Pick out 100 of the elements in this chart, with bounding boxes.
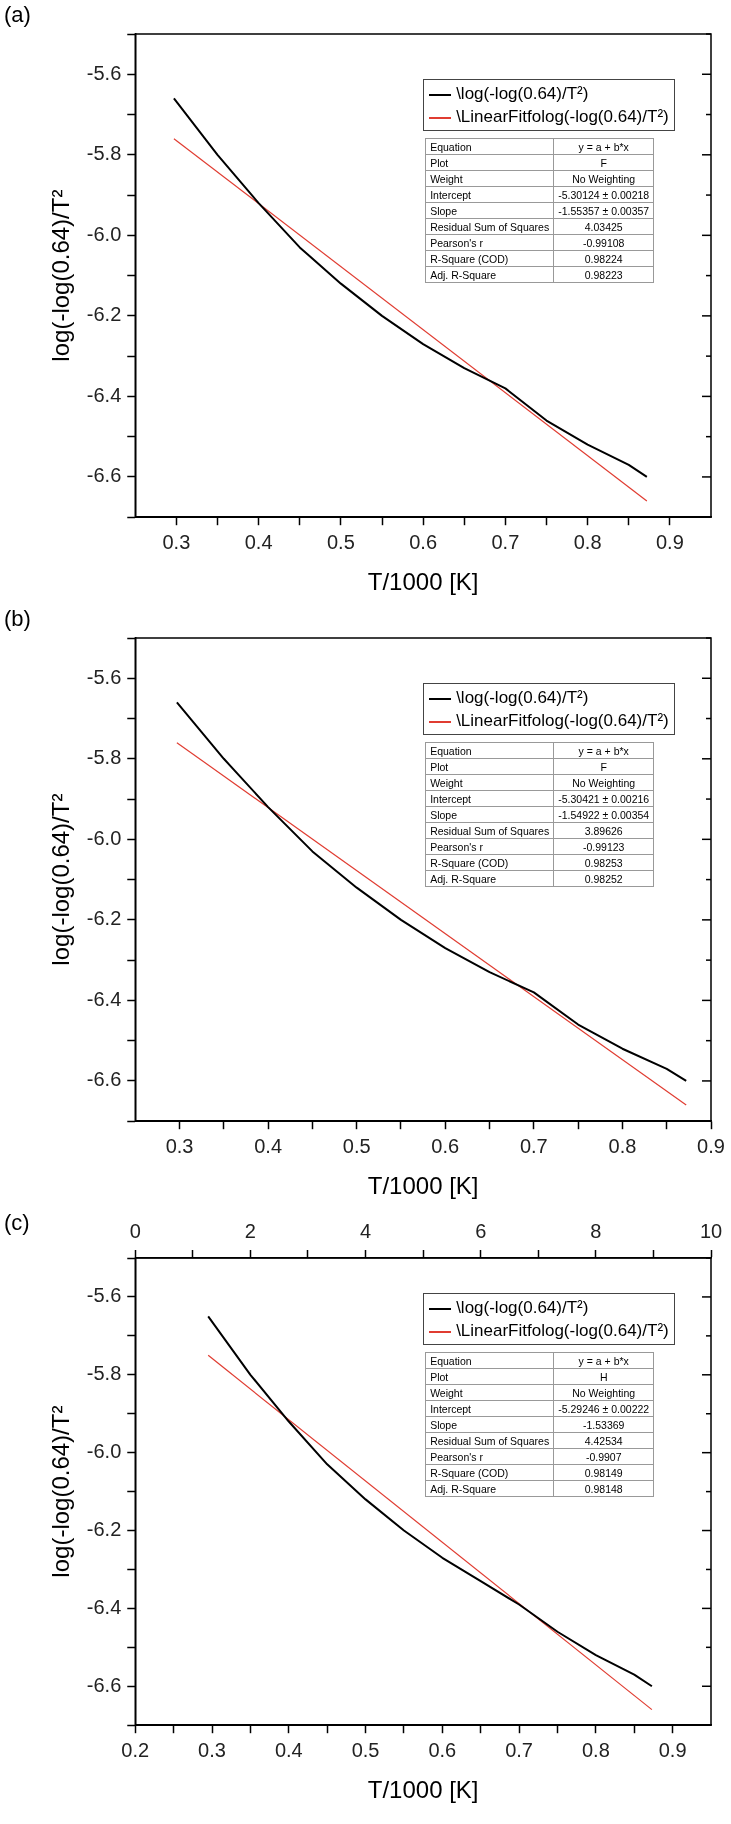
y-axis-title: log(-log(0.64)/T²	[47, 1405, 75, 1578]
x-tick-label: 0.4	[254, 1134, 283, 1157]
x2-tick-label: 6	[475, 1219, 487, 1242]
y-tick-label: -5.8	[86, 142, 122, 165]
annotation: -0.99108	[553, 234, 654, 251]
annotation: -5.30124 ± 0.00218	[553, 186, 654, 203]
annotation: y = a + b*x	[553, 138, 654, 155]
annotation: No Weighting	[553, 774, 654, 791]
annotation: Residual Sum of Squares	[425, 1432, 554, 1449]
y-tick-label: -6.2	[86, 1518, 122, 1541]
x-tick-label: 0.5	[342, 1134, 371, 1157]
annotation: -1.55357 ± 0.00357	[553, 202, 654, 219]
annotation: -5.29246 ± 0.00222	[553, 1400, 654, 1417]
x-tick-label: 0.7	[505, 1738, 533, 1761]
x-tick-label: 0.6	[428, 1738, 457, 1761]
x-tick-label: 0.3	[165, 1134, 194, 1157]
annotation: H	[553, 1368, 654, 1385]
annotation: 3.89626	[553, 822, 654, 839]
annotation: Intercept	[425, 1400, 554, 1417]
chart-title: (a)	[4, 2, 31, 28]
annotation: Slope	[425, 1416, 554, 1433]
y-tick-label: -6.4	[86, 987, 122, 1010]
y-tick-label: -6.6	[86, 1673, 122, 1696]
y-tick-label: -5.8	[86, 746, 122, 769]
annotation: F	[553, 758, 654, 775]
annotation: -1.53369	[553, 1416, 654, 1433]
y-tick-label: -6.4	[86, 1595, 122, 1618]
chart-title: (b)	[4, 606, 31, 632]
legend-label: \LinearFitfolog(-log(0.64)/T²)	[455, 106, 669, 128]
annotation: Adj. R-Square	[425, 870, 554, 887]
y-tick-label: -6.0	[86, 1440, 122, 1463]
annotation: 4.03425	[553, 218, 654, 235]
x-tick-label: 0.4	[274, 1738, 303, 1761]
annotation: R-Square (COD)	[425, 250, 554, 267]
y-tick-label: -6.2	[86, 303, 122, 326]
annotation: R-Square (COD)	[425, 854, 554, 871]
x-tick-label: 0.7	[491, 530, 520, 553]
annotation: Equation	[425, 138, 554, 155]
y-tick-label: -6.0	[86, 222, 122, 245]
x-tick-label: 0.9	[655, 530, 684, 553]
y-tick-label: -6.4	[86, 383, 122, 406]
y-tick-label: -6.0	[86, 826, 122, 849]
annotation: 0.98149	[553, 1464, 654, 1481]
annotation: Intercept	[425, 186, 554, 203]
annotation: -5.30421 ± 0.00216	[553, 790, 654, 807]
annotation: y = a + b*x	[553, 1352, 654, 1369]
annotation: Plot	[425, 1368, 554, 1385]
annotation: Equation	[425, 742, 554, 759]
x-tick-label: 0.5	[351, 1738, 380, 1761]
annotation: Pearson's r	[425, 838, 554, 855]
x-tick-label: 0.6	[431, 1134, 460, 1157]
annotation: Equation	[425, 1352, 554, 1369]
x-tick-label: 0.5	[326, 530, 355, 553]
annotation: 0.98252	[553, 870, 654, 887]
annotation: 0.98224	[553, 250, 654, 267]
y-tick-label: -5.6	[86, 665, 122, 688]
annotation: 4.42534	[553, 1432, 654, 1449]
annotation: No Weighting	[553, 170, 654, 187]
annotation: y = a + b*x	[553, 742, 654, 759]
x-axis-title: T/1000 [K]	[367, 1172, 479, 1200]
x-tick-label: 0.8	[581, 1738, 610, 1761]
annotation: Intercept	[425, 790, 554, 807]
x2-tick-label: 10	[699, 1219, 723, 1242]
x-tick-label: 0.9	[658, 1738, 687, 1761]
annotation: Weight	[425, 774, 554, 791]
annotation: 0.98253	[553, 854, 654, 871]
legend-label: \log(-log(0.64)/T²)	[455, 687, 590, 709]
x-tick-label: 0.3	[162, 530, 191, 553]
x-tick-label: 0.4	[244, 530, 273, 553]
y-axis-title: log(-log(0.64)/T²	[47, 189, 75, 362]
y-tick-label: -5.6	[86, 1284, 122, 1307]
annotation: F	[553, 154, 654, 171]
y-tick-label: -6.6	[86, 1068, 122, 1091]
annotation: R-Square (COD)	[425, 1464, 554, 1481]
annotation: Plot	[425, 758, 554, 775]
annotation: -0.9907	[553, 1448, 654, 1465]
y-tick-label: -6.2	[86, 907, 122, 930]
x-tick-label: 0.6	[409, 530, 438, 553]
x-tick-label: 0.2	[121, 1738, 150, 1761]
x-tick-label: 0.9	[697, 1134, 725, 1157]
y-tick-label: -5.6	[86, 61, 122, 84]
legend-label: \LinearFitfolog(-log(0.64)/T²)	[455, 710, 669, 732]
annotation: Slope	[425, 202, 554, 219]
legend-label: \LinearFitfolog(-log(0.64)/T²)	[455, 1320, 669, 1342]
x2-tick-label: 2	[244, 1219, 256, 1242]
annotation: -1.54922 ± 0.00354	[553, 806, 654, 823]
annotation: Adj. R-Square	[425, 1480, 554, 1497]
annotation: Plot	[425, 154, 554, 171]
x-axis-title: T/1000 [K]	[367, 1776, 479, 1804]
x-tick-label: 0.3	[198, 1738, 226, 1761]
x-axis-title: T/1000 [K]	[367, 568, 479, 596]
annotation: No Weighting	[553, 1384, 654, 1401]
annotation: Weight	[425, 170, 554, 187]
annotation: Residual Sum of Squares	[425, 218, 554, 235]
annotation: Slope	[425, 806, 554, 823]
chart-title: (c)	[4, 1210, 30, 1236]
annotation: Residual Sum of Squares	[425, 822, 554, 839]
x2-tick-label: 8	[590, 1219, 602, 1242]
annotation: Adj. R-Square	[425, 266, 554, 283]
annotation: Weight	[425, 1384, 554, 1401]
